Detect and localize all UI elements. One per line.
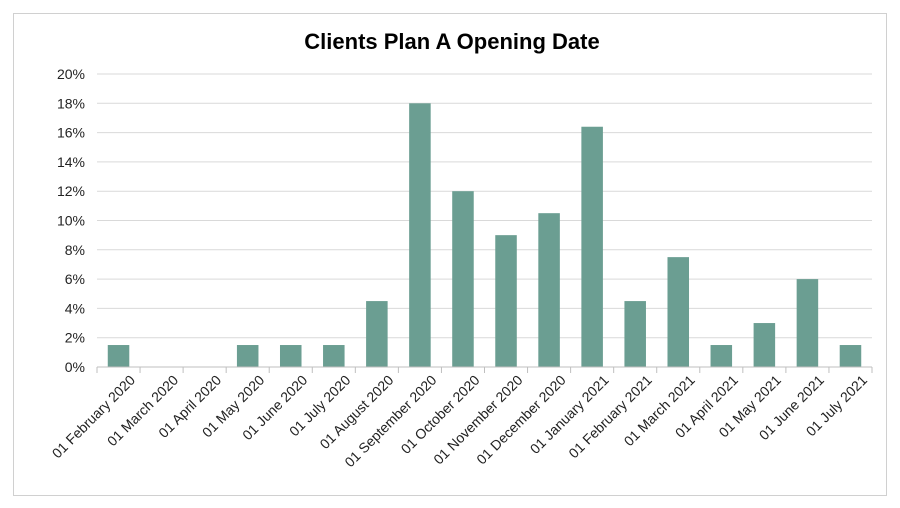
y-tick-label: 4% [65, 300, 85, 316]
x-tick-label: 01 August 2020 [316, 372, 396, 452]
y-tick-label: 6% [65, 271, 85, 287]
bar [581, 126, 603, 368]
y-tick-label: 8% [65, 242, 85, 258]
bar [839, 345, 862, 367]
y-axis-ticks: 0% 2% 4% 6% 8% 10% 12% 14% 16% 18% 20% [57, 66, 85, 375]
x-tick-label: 01 January 2021 [527, 372, 612, 457]
y-tick-label: 20% [57, 66, 85, 82]
y-tick-label: 2% [65, 330, 85, 346]
bars [107, 103, 862, 368]
bar [279, 345, 302, 367]
bar [753, 323, 776, 367]
chart-frame [13, 13, 887, 496]
x-tick-label: 01 October 2020 [398, 372, 483, 457]
bar [495, 235, 517, 367]
chart-title: Clients Plan A Opening Date [304, 29, 599, 54]
bar [452, 191, 474, 367]
y-tick-label: 0% [65, 359, 85, 375]
bar [323, 345, 345, 367]
y-tick-label: 14% [57, 154, 85, 170]
y-tick-label: 10% [57, 213, 85, 229]
x-axis [96, 366, 873, 373]
bar [366, 301, 388, 367]
bar [236, 345, 259, 367]
bar [667, 257, 690, 367]
y-tick-label: 12% [57, 183, 85, 199]
bar [538, 213, 560, 367]
y-tick-label: 16% [57, 125, 85, 141]
bar [796, 279, 819, 367]
y-tick-label: 18% [57, 95, 85, 111]
bar [624, 301, 646, 367]
bar [409, 103, 431, 368]
bar [107, 345, 130, 367]
bar [710, 345, 733, 367]
